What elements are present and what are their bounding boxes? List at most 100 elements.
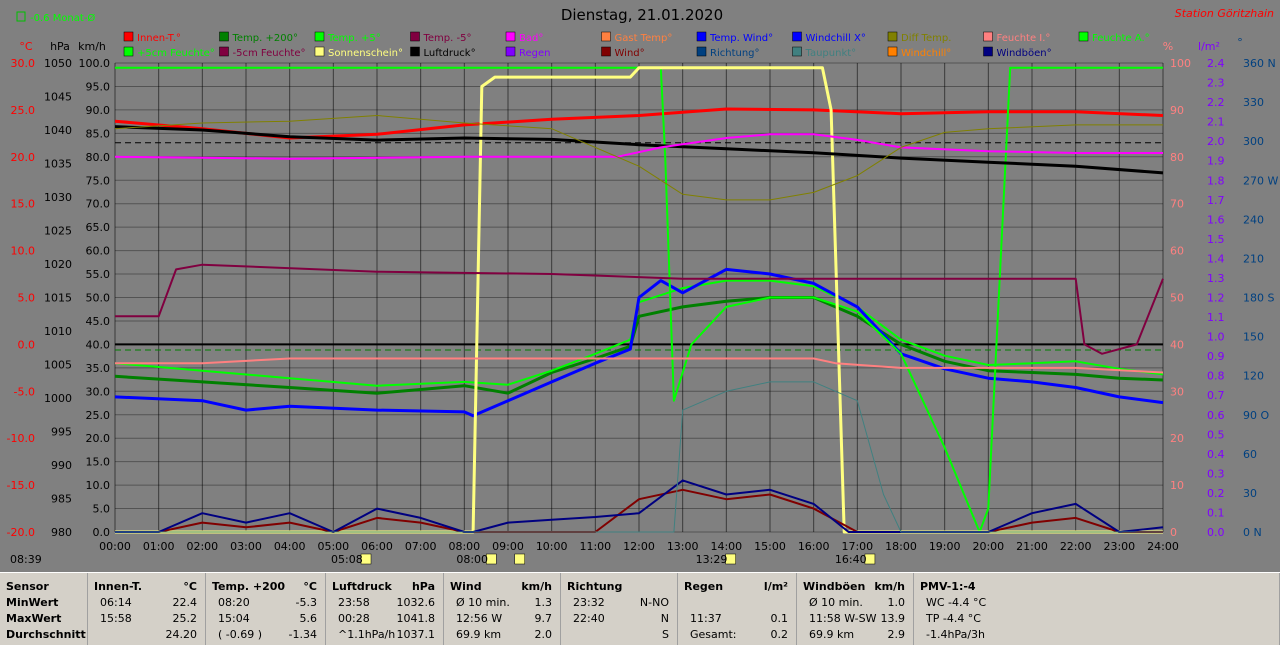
legend-item-label: Regen [519,48,551,59]
percent-axis-tick: 70 [1170,198,1184,211]
pressure-axis-tick: 985 [51,493,72,506]
temp-axis-tick: 10.0 [11,245,36,258]
rain-axis-tick: 2.1 [1207,116,1225,129]
legend-item-label: Temp. +200° [232,33,298,44]
wind-axis-tick: 65.0 [86,221,111,234]
stats-cell-value: -1.34 [288,628,317,641]
pressure-axis-tick: 1045 [44,91,72,104]
stats-cell-label: 06:14 [100,596,132,609]
legend-item-label: Temp. Wind° [709,33,773,44]
x-tick-label: 03:00 [230,540,262,553]
stats-column-title: Innen-T. [94,580,143,593]
stats-cell-value: N [660,612,669,625]
pressure-axis-tick: 1015 [44,292,72,305]
legend-item-label: Windchill X° [806,33,866,44]
temp-axis-tick: 5.0 [18,292,36,305]
legend-item-swatch [601,31,611,42]
time-marker-icon [486,553,497,565]
rain-axis-tick: 0.0 [1207,526,1225,539]
percent-axis-tick: 60 [1170,245,1184,258]
temp-axis-tick: 0.0 [18,338,36,351]
stats-cell-value: 2.0 [534,628,553,641]
stats-cell-label: MinWert [6,596,59,609]
wind-axis-tick: 20.0 [86,432,111,445]
x-tick-label: 09:00 [492,540,524,553]
wind-axis-tick: 50.0 [86,292,111,305]
x-tick-label: 19:00 [929,540,961,553]
stats-cell-value: N-NO [639,596,669,609]
legend-item-label: Temp. -5° [423,33,472,44]
legend-item-swatch [410,31,420,42]
stats-cell-label: MaxWert [6,612,62,625]
wind-axis-tick: 0.0 [93,526,111,539]
rain-axis-tick: 2.0 [1207,135,1225,148]
percent-axis-tick: 20 [1170,432,1184,445]
series-line [114,115,1163,201]
stats-cell-value: 1.0 [887,596,906,609]
legend-item-swatch [696,46,707,57]
series-line [115,263,1164,355]
stats-column-unit: km/h [521,580,552,593]
stats-cell-value: 1032.6 [396,596,436,609]
stats-column-title: Temp. +200 [212,580,286,593]
direction-axis-tick: 300 [1243,135,1264,148]
temp-axis-tick: 30.0 [11,57,36,70]
stats-cell-value: 22.4 [172,596,198,609]
stats-column: Innen-T. °C 06:14 22.4 15:58 25.2 24.20 [88,573,206,645]
x-tick-label: 12:00 [623,540,655,553]
wind-axis-unit: km/h [78,40,106,53]
direction-axis-tick: 240 [1243,213,1264,226]
legend-item-label: Luftdruck° [424,48,476,59]
stats-cell-value: 24.20 [165,628,198,641]
series-line [114,267,1164,418]
time-marker-label: 13:29 [696,553,728,566]
series-line [115,66,1163,533]
temp-axis-tick: 20.0 [11,151,36,164]
wind-axis-tick: 40.0 [86,338,111,351]
legend-item-label: -5cm Feuchte° [233,48,306,59]
wind-axis-tick: 90.0 [86,104,111,117]
stats-column-title: Richtung [567,580,623,593]
stats-column: Windböen km/h Ø 10 min. 1.0 11:58 W-SW 13.9 69… [797,573,914,645]
rain-axis-tick: 0.2 [1207,487,1225,500]
rain-axis-tick: 1.5 [1207,233,1225,246]
temp-axis-tick: 25.0 [11,104,36,117]
x-tick-label: 06:00 [361,540,393,553]
month-indicator-box [16,11,26,22]
pressure-axis-tick: 1010 [44,325,72,338]
pressure-axis-tick: 1025 [44,225,72,238]
percent-axis-tick: 30 [1170,385,1184,398]
stats-column-unit: °C [183,580,197,593]
x-tick-label: 17:00 [841,540,873,553]
legend-item-swatch [983,46,993,57]
time-marker-label: 08:00 [456,553,488,566]
stats-cell-label: 00:28 [338,612,370,625]
rain-axis-tick: 1.1 [1207,311,1225,324]
legend-item-swatch [792,31,802,42]
stats-cell-label: ( -0.69 ) [218,628,263,641]
wind-axis-tick: 45.0 [86,315,111,328]
x-tick-label: 05:00 [317,540,349,553]
stats-column-title: Regen [684,580,724,593]
pressure-axis-tick: 1040 [44,124,72,137]
stats-cell-label: 69.9 km [456,628,502,641]
direction-axis-tick: 90 O [1243,409,1269,422]
rain-axis-tick: 0.5 [1207,428,1225,441]
x-tick-label: 24:00 [1147,540,1179,553]
x-tick-label: 15:00 [754,540,786,553]
stats-column: Wind km/h Ø 10 min. 1.3 12:56 W 9.7 69.9 km 2.0 [444,573,561,645]
stats-cell-label: 23:58 [338,596,370,609]
x-tick-label: 04:00 [274,540,306,553]
wind-axis-tick: 60.0 [86,245,111,258]
percent-axis-tick: 100 [1170,57,1191,70]
rain-axis-tick: 1.7 [1207,194,1225,207]
wind-axis-tick: 70.0 [86,198,111,211]
stats-cell-value: S [662,628,669,641]
rain-axis-tick: 2.4 [1207,57,1225,70]
month-indicator: -0.6 Monat-Ø [30,12,95,24]
legend-item-label: Bad° [519,33,543,44]
legend-item-label: Windchill° [901,48,951,59]
legend-item-swatch [123,31,134,42]
legend-item-swatch [314,46,325,57]
